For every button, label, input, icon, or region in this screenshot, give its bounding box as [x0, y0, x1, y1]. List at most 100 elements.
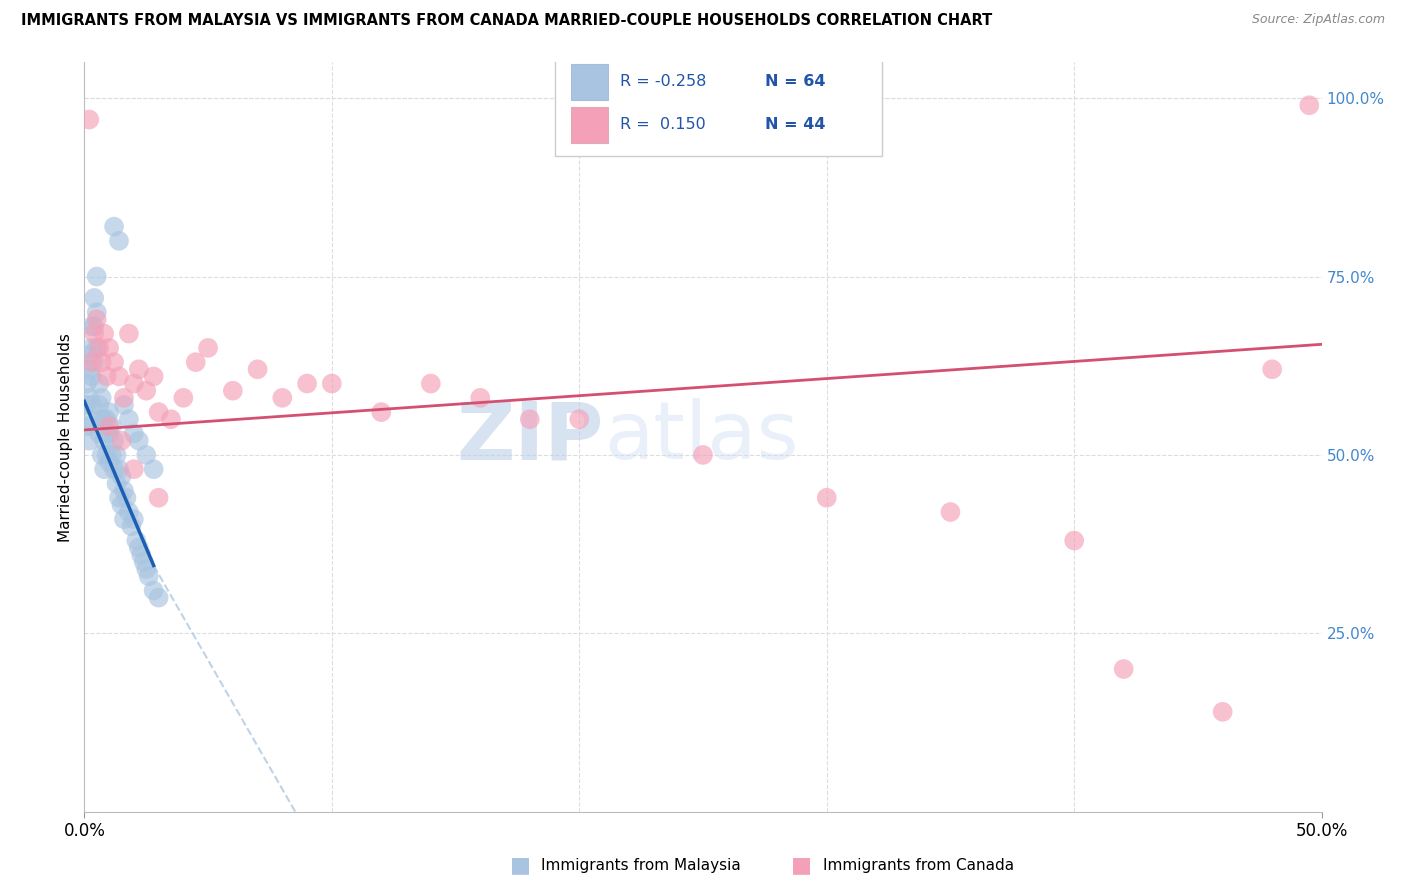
Point [90, 412, 112, 426]
Point [135, 448, 157, 462]
Point [98, 341, 121, 355]
Point [80, 319, 103, 334]
Text: ■: ■ [510, 855, 530, 875]
Point [222, 384, 245, 398]
Point [98, 426, 121, 441]
Point [93, 434, 115, 448]
Point [90, 355, 112, 369]
Point [112, 398, 135, 412]
Point [108, 462, 131, 476]
Point [142, 583, 165, 598]
Point [100, 419, 122, 434]
Point [108, 369, 131, 384]
Point [86, 269, 108, 284]
Point [105, 476, 128, 491]
Point [79, 434, 101, 448]
Point [184, 355, 207, 369]
Point [1212, 705, 1234, 719]
Point [100, 448, 122, 462]
Point [89, 341, 111, 355]
Point [132, 555, 155, 569]
Point [197, 341, 219, 355]
Text: N = 44: N = 44 [765, 117, 825, 131]
Point [142, 462, 165, 476]
Text: atlas: atlas [605, 398, 799, 476]
Point [112, 391, 135, 405]
Point [93, 412, 115, 426]
Point [118, 505, 141, 519]
Point [103, 462, 125, 476]
Point [93, 462, 115, 476]
Point [1298, 98, 1320, 112]
Text: Immigrants from Malaysia: Immigrants from Malaysia [541, 858, 741, 872]
Point [129, 548, 152, 562]
Point [125, 533, 148, 548]
Point [112, 512, 135, 526]
Point [128, 434, 150, 448]
Text: Immigrants from Canada: Immigrants from Canada [823, 858, 1014, 872]
Point [83, 355, 105, 369]
Point [112, 483, 135, 498]
Y-axis label: Married-couple Households: Married-couple Households [58, 333, 73, 541]
Point [142, 369, 165, 384]
Point [1261, 362, 1284, 376]
Point [80, 355, 103, 369]
Point [138, 569, 160, 583]
Point [295, 376, 318, 391]
Point [692, 448, 714, 462]
Point [76, 376, 98, 391]
Point [148, 491, 170, 505]
Bar [571, 107, 607, 143]
Point [568, 412, 591, 426]
Point [108, 491, 131, 505]
Point [122, 512, 145, 526]
Point [98, 419, 121, 434]
Point [86, 305, 108, 319]
Text: IMMIGRANTS FROM MALAYSIA VS IMMIGRANTS FROM CANADA MARRIED-COUPLE HOUSEHOLDS COR: IMMIGRANTS FROM MALAYSIA VS IMMIGRANTS F… [21, 13, 993, 29]
Point [148, 405, 170, 419]
Point [79, 362, 101, 376]
Point [148, 591, 170, 605]
Point [1112, 662, 1135, 676]
Point [370, 405, 392, 419]
Point [80, 369, 103, 384]
Point [79, 112, 101, 127]
Point [80, 341, 103, 355]
Point [79, 348, 101, 362]
Text: R =  0.150: R = 0.150 [620, 117, 706, 131]
Point [470, 391, 492, 405]
Point [122, 426, 145, 441]
Point [89, 426, 111, 441]
Point [86, 312, 108, 326]
Point [83, 291, 105, 305]
Point [1063, 533, 1085, 548]
Point [118, 326, 141, 341]
Point [76, 398, 98, 412]
Point [122, 462, 145, 476]
Point [96, 369, 118, 384]
Point [110, 434, 132, 448]
Point [98, 455, 121, 469]
Point [108, 234, 131, 248]
Point [86, 341, 108, 355]
Text: ■: ■ [792, 855, 811, 875]
Point [110, 498, 132, 512]
Point [96, 412, 118, 426]
Text: N = 64: N = 64 [765, 74, 825, 89]
Bar [571, 64, 607, 100]
Text: Source: ZipAtlas.com: Source: ZipAtlas.com [1251, 13, 1385, 27]
Point [271, 391, 294, 405]
Point [79, 391, 101, 405]
Point [160, 412, 183, 426]
Point [89, 398, 111, 412]
Point [90, 448, 112, 462]
Point [93, 326, 115, 341]
Text: ZIP: ZIP [457, 398, 605, 476]
Point [419, 376, 441, 391]
Point [172, 391, 194, 405]
Point [118, 412, 141, 426]
Point [83, 326, 105, 341]
Text: R = -0.258: R = -0.258 [620, 74, 706, 89]
Point [815, 491, 838, 505]
Point [103, 219, 125, 234]
